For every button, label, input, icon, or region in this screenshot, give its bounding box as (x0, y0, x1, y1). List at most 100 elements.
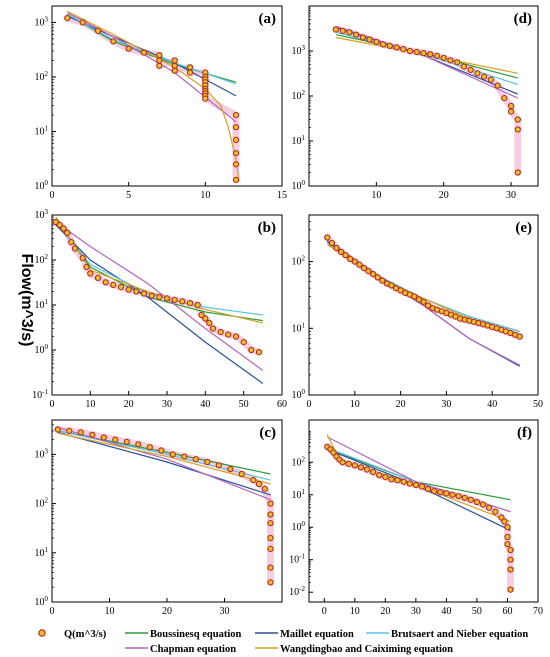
observed-point (171, 296, 178, 303)
observed-point (360, 265, 368, 272)
observed-point (232, 333, 240, 340)
observed-point (56, 221, 63, 229)
observed-point (267, 500, 274, 507)
y-tick-label: 101 (292, 488, 306, 501)
observed-point (267, 534, 274, 542)
observed-point (501, 95, 508, 102)
observed-point (481, 73, 488, 80)
observed-point (79, 255, 86, 262)
observed-point (437, 489, 444, 496)
observed-point (333, 244, 340, 252)
observed-point (374, 274, 381, 281)
x-tick-label: 30 (506, 190, 516, 201)
observed-point (492, 508, 499, 515)
x-tick-label: 0 (50, 606, 55, 617)
observed-point (345, 460, 352, 467)
observed-point (418, 483, 426, 490)
y-tick-label: 10-2 (289, 585, 305, 598)
observed-point (454, 59, 461, 66)
observed-point (255, 349, 263, 356)
observed-point (516, 333, 523, 340)
observed-point (140, 49, 148, 56)
panel-label: (f) (517, 425, 532, 441)
legend-item-observed: Q(m^3/s) (38, 629, 107, 640)
observed-point (94, 274, 102, 281)
panel-c: 0 10 20 30 100 101 102 103 (c) (35, 419, 283, 617)
observed-point (447, 57, 454, 64)
observed-point (420, 50, 427, 57)
x-tick-label: 30 (162, 399, 172, 410)
observed-point (117, 284, 125, 291)
observed-point (206, 319, 213, 326)
legend-label-chapman: Chapman equation (150, 644, 236, 655)
observed-point (467, 496, 474, 503)
x-tick-label: 60 (502, 606, 512, 617)
observed-point (479, 501, 487, 508)
x-tick-label: 30 (220, 606, 230, 617)
legend-label-brutsaert: Brutsaert and Nieber equation (391, 629, 528, 640)
observed-point (64, 15, 71, 22)
legend-label-observed: Q(m^3/s) (64, 629, 107, 640)
plot-area (323, 234, 524, 367)
legend-item-boussinesq: Boussinesq equation (125, 629, 241, 640)
observed-point (181, 453, 188, 460)
y-tick-label: 101 (35, 298, 49, 311)
x-tick-label: 40 (441, 606, 451, 617)
legend-label-boussinesq: Boussinesq equation (150, 629, 241, 640)
x-tick-label: 0 (307, 399, 312, 410)
observed-point (382, 474, 389, 481)
series-line-wangdingbao (326, 244, 520, 336)
x-tick-label: 20 (124, 399, 134, 410)
plot-area (52, 216, 264, 384)
observed-point (370, 468, 377, 476)
observed-point (186, 300, 194, 307)
observed-point (135, 441, 142, 448)
observed-point (89, 431, 96, 438)
observed-point (413, 48, 420, 56)
observed-point (339, 27, 346, 34)
observed-point (411, 293, 418, 300)
observed-point (71, 245, 79, 252)
y-tick-label: 103 (35, 208, 49, 221)
observed-point (125, 45, 132, 52)
observed-point (473, 498, 480, 506)
observed-point (443, 490, 450, 497)
observed-point (494, 82, 501, 89)
panel-f: 0 10 20 30 40 50 60 70 10-2 10-1 100 101 102 (f) (289, 419, 543, 617)
y-tick-label: 103 (35, 15, 49, 28)
observed-point (156, 62, 163, 69)
x-tick-label: 60 (277, 399, 287, 410)
observed-point (365, 268, 372, 275)
panel-label: (c) (259, 425, 276, 441)
panel-a: 0 5 10 15 100 101 102 103 (a) (35, 5, 287, 201)
legend-item-brutsaert: Brutsaert and Nieber equation (366, 629, 528, 640)
observed-point (351, 462, 358, 469)
y-tick-label: 102 (35, 253, 49, 266)
observed-point (373, 38, 380, 45)
observed-point (250, 477, 257, 484)
observed-point (148, 292, 155, 299)
observed-point (156, 294, 163, 301)
observed-point (267, 579, 274, 586)
plot-area (332, 25, 522, 176)
observed-point (171, 57, 178, 64)
observed-point (232, 176, 240, 183)
y-tick-label: 102 (292, 255, 306, 268)
series-line-boussinesq (327, 448, 511, 501)
observed-point (514, 116, 521, 123)
x-tick-label: 40 (487, 399, 497, 410)
observed-point (356, 261, 363, 268)
panel-label: (d) (514, 11, 532, 27)
observed-point (232, 150, 240, 157)
observed-point (508, 108, 515, 115)
observed-point (330, 449, 337, 456)
observed-point (267, 520, 274, 527)
legend-label-wangdingbao: Wangdingbao and Caiximing equation (280, 644, 453, 655)
observed-point (487, 76, 494, 83)
plot-frame (308, 419, 539, 603)
series-line-chapman (55, 221, 264, 371)
x-tick-label: 10 (371, 190, 381, 201)
observed-point (406, 47, 414, 55)
observed-point (60, 225, 67, 232)
y-tick-label: 100 (35, 179, 49, 192)
